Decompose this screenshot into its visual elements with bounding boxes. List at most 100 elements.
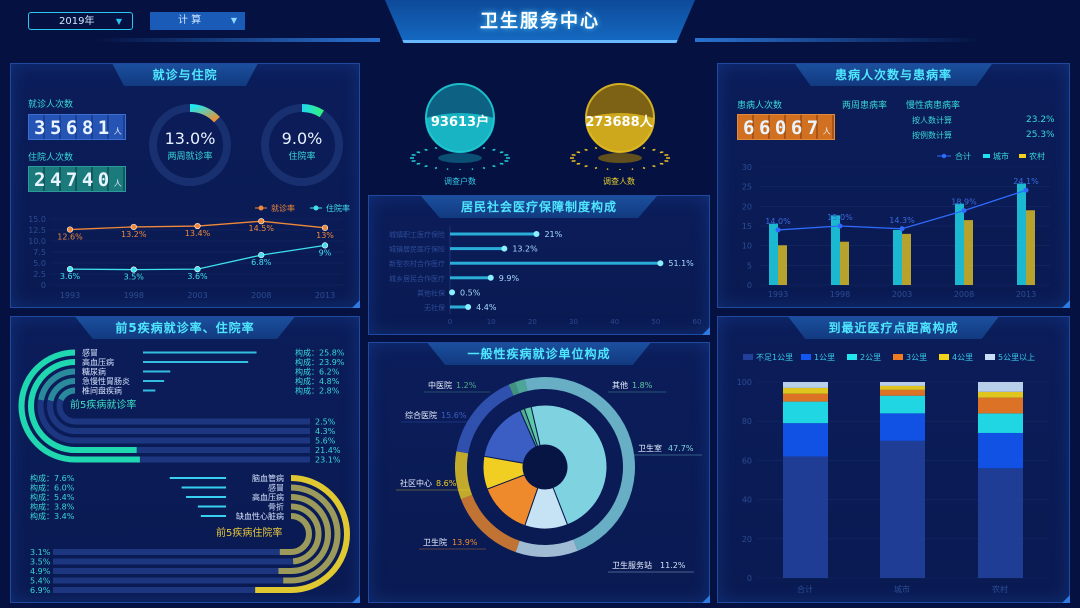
illness-count-label: 患病人次数 xyxy=(737,101,783,111)
x-tick-label: 2003 xyxy=(187,291,207,300)
data-point xyxy=(258,251,265,259)
share-label: 构成：3.8% xyxy=(30,502,75,512)
base-dash xyxy=(416,151,421,154)
base-dash xyxy=(424,165,428,168)
pie-hole xyxy=(523,445,567,489)
bubble-liquid xyxy=(426,113,494,152)
bar-segment xyxy=(880,389,925,396)
ring-fill xyxy=(53,503,322,565)
bar-end xyxy=(465,304,472,310)
base-dash xyxy=(584,165,588,168)
x-tick-label: 50 xyxy=(651,318,660,326)
households-value: 93613户 xyxy=(430,115,490,130)
share-label: 构成：23.9% xyxy=(295,357,345,367)
gauge-inpatient-rate-value: 9.0% xyxy=(281,129,323,148)
x-tick-label: 60 xyxy=(693,318,702,326)
slice-value: 47.7% xyxy=(668,444,694,453)
chronic-row-value: 23.2% xyxy=(1026,115,1055,125)
illness-count: 66067人 xyxy=(737,114,835,140)
data-point xyxy=(321,224,329,231)
base-dash xyxy=(471,168,474,171)
share-label: 构成：3.4% xyxy=(30,511,75,521)
base-dash xyxy=(446,168,449,171)
base-dash xyxy=(416,162,421,165)
data-point xyxy=(194,266,201,273)
data-point xyxy=(66,226,74,233)
data-point xyxy=(130,266,137,273)
data-point xyxy=(258,218,265,225)
rate-label: 4.9% xyxy=(30,567,51,576)
data-label: 15.0% xyxy=(827,213,853,222)
slice-name: 卫生院 xyxy=(423,537,447,547)
data-point xyxy=(321,242,329,249)
panel-title: 患病人次数与患病率 xyxy=(794,64,993,86)
bar-end xyxy=(487,274,494,281)
bar-segment xyxy=(783,401,828,424)
x-tick-label: 合计 xyxy=(797,584,813,594)
title-plate xyxy=(385,0,695,43)
bar-segment xyxy=(880,382,925,386)
x-tick-label: 30 xyxy=(569,318,578,326)
share-label: 构成：6.2% xyxy=(295,367,340,377)
legend-label: 4公里 xyxy=(952,353,973,362)
y-tick-label: 0 xyxy=(747,281,752,290)
bar-city xyxy=(1017,183,1026,285)
bar-segment xyxy=(978,382,1023,392)
bubble-liquid xyxy=(586,113,654,152)
slice-value: 11.2% xyxy=(660,561,686,570)
slice-name: 社区中心 xyxy=(400,478,432,488)
value-label: 0.5% xyxy=(460,288,481,297)
bubble-base xyxy=(598,153,642,163)
bar-city xyxy=(831,215,840,285)
rate-label: 6.9% xyxy=(30,586,51,595)
legend-marker xyxy=(313,205,319,211)
data-label: 14.3% xyxy=(889,216,915,225)
disease-name: 椎间盘疾病 xyxy=(82,386,122,396)
value-label: 51.1% xyxy=(668,259,694,268)
insurance-panel: 居民社会医疗保障制度构成 xyxy=(368,195,710,335)
two-week-rate-label: 两周患病率 xyxy=(842,101,888,111)
bubble-base xyxy=(438,153,482,163)
data-label: 3.6% xyxy=(187,272,208,281)
legend-label: 1公里 xyxy=(814,353,835,362)
y-tick-label: 100 xyxy=(737,378,752,387)
slice-name: 卫生室 xyxy=(638,443,662,453)
base-dash xyxy=(642,146,646,150)
ring-fill xyxy=(37,368,310,444)
data-label: 3.6% xyxy=(60,272,81,281)
x-tick-label: 10 xyxy=(487,318,496,326)
x-tick-label: 2013 xyxy=(315,291,335,300)
legend-marker xyxy=(941,153,947,159)
rate-label: 4.3% xyxy=(315,427,336,436)
x-tick-label: 1998 xyxy=(124,291,144,300)
y-tick-label: 5.0 xyxy=(33,259,46,268)
bar-segment xyxy=(880,440,925,578)
x-tick-label: 1993 xyxy=(768,290,788,299)
value-label: 9.9% xyxy=(499,274,520,283)
bar-city xyxy=(769,223,778,285)
bar-segment xyxy=(783,456,828,578)
header-deco-right xyxy=(695,38,980,42)
bar-rural xyxy=(1026,210,1035,285)
data-point xyxy=(130,223,137,231)
mode-select[interactable]: 计 算 ▼ xyxy=(150,12,245,30)
slice-value: 1.8% xyxy=(632,381,653,390)
bar-end xyxy=(533,231,540,237)
top5-visit-title: 前5疾病就诊率 xyxy=(70,400,137,411)
base-dash xyxy=(492,148,496,151)
year-select[interactable]: 2019年 ▼ xyxy=(28,12,133,30)
data-point xyxy=(194,222,201,230)
year-select-value: 2019年 xyxy=(59,16,95,27)
bar-city xyxy=(893,229,902,285)
bar-segment xyxy=(978,432,1023,469)
share-label: 构成：5.4% xyxy=(30,492,75,502)
ring-fill xyxy=(28,359,310,453)
base-dash xyxy=(659,162,664,165)
disease-name: 糖尿病 xyxy=(82,367,106,377)
share-label: 构成：4.8% xyxy=(295,376,340,386)
bar-segment xyxy=(783,387,828,394)
slice-value: 13.9% xyxy=(452,538,478,547)
data-point xyxy=(775,227,781,233)
data-point xyxy=(66,266,74,273)
